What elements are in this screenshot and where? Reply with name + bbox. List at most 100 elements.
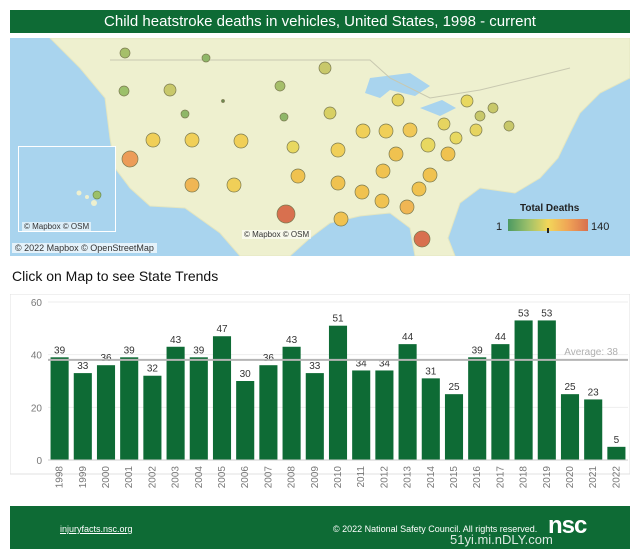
data-label: 39 xyxy=(472,345,484,356)
data-label: 39 xyxy=(193,345,205,356)
bar[interactable] xyxy=(120,357,139,460)
state-bubble[interactable] xyxy=(221,99,225,103)
bar[interactable] xyxy=(259,365,278,460)
state-bubble[interactable] xyxy=(474,110,486,122)
state-bubble[interactable] xyxy=(201,53,211,63)
x-tick-label: 2005 xyxy=(217,466,228,489)
footer-link[interactable]: injuryfacts.nsc.org xyxy=(60,524,133,534)
y-tick-label: 20 xyxy=(31,403,43,414)
bar[interactable] xyxy=(444,394,464,460)
state-bubble[interactable] xyxy=(399,199,415,215)
footer-copyright: © 2022 National Safety Council. All righ… xyxy=(333,524,538,534)
state-bubble[interactable] xyxy=(460,94,474,108)
nsc-logo: nsc xyxy=(548,512,587,539)
bar[interactable] xyxy=(305,373,324,460)
state-bubble[interactable] xyxy=(355,123,371,139)
state-bubble[interactable] xyxy=(413,230,431,248)
data-label: 53 xyxy=(541,308,553,319)
bar[interactable] xyxy=(560,394,580,460)
bar[interactable] xyxy=(352,370,371,460)
bar[interactable] xyxy=(236,381,255,460)
data-label: 51 xyxy=(332,314,344,325)
x-tick-label: 2000 xyxy=(101,466,112,489)
state-bubble[interactable] xyxy=(119,47,131,59)
state-bubbles[interactable] xyxy=(118,47,515,248)
watermark: 51yi.mi.nDLY.com xyxy=(450,532,553,547)
bar[interactable] xyxy=(282,346,301,460)
map-canvas[interactable] xyxy=(10,38,630,256)
bar[interactable] xyxy=(421,378,440,460)
bar[interactable] xyxy=(328,325,348,460)
bar-chart[interactable]: 0 20 40 60 39 1998 33 1999 36 2000 39 2001 32 2002 43 2… xyxy=(10,294,630,500)
state-bubble[interactable] xyxy=(163,83,177,97)
state-bubble[interactable] xyxy=(487,102,499,114)
state-bubble[interactable] xyxy=(503,120,515,132)
bar[interactable] xyxy=(398,344,417,460)
great-lakes xyxy=(365,73,430,98)
bar[interactable] xyxy=(73,373,92,460)
state-map[interactable]: © Mapbox © OSM © Mapbox © OSM © 2022 Map… xyxy=(10,38,630,256)
bar[interactable] xyxy=(537,320,556,460)
state-bubble[interactable] xyxy=(276,204,296,224)
state-bubble[interactable] xyxy=(318,61,332,75)
data-label: 31 xyxy=(425,366,437,377)
bar[interactable] xyxy=(468,357,487,460)
state-bubble-hawaii[interactable] xyxy=(92,190,102,200)
state-bubble[interactable] xyxy=(118,85,130,97)
state-bubble[interactable] xyxy=(290,168,306,184)
data-label: 33 xyxy=(77,361,89,372)
state-bubble[interactable] xyxy=(286,140,300,154)
state-bubble[interactable] xyxy=(388,146,404,162)
state-bubble[interactable] xyxy=(274,80,286,92)
bar[interactable] xyxy=(212,336,232,460)
x-tick-label: 2017 xyxy=(495,466,506,489)
data-label: 34 xyxy=(379,358,391,369)
state-bubble[interactable] xyxy=(374,193,390,209)
state-bubble[interactable] xyxy=(330,175,346,191)
x-tick-label: 2010 xyxy=(333,466,344,489)
bar[interactable] xyxy=(143,375,162,460)
state-bubble[interactable] xyxy=(378,123,394,139)
state-bubble[interactable] xyxy=(411,181,427,197)
state-bubble[interactable] xyxy=(391,93,405,107)
state-bubble[interactable] xyxy=(233,133,249,149)
state-bubble[interactable] xyxy=(121,150,139,168)
state-bubble[interactable] xyxy=(354,184,370,200)
map-copyright: © 2022 Mapbox © OpenStreetMap xyxy=(12,243,157,253)
state-bubble[interactable] xyxy=(145,132,161,148)
state-bubble[interactable] xyxy=(184,177,200,193)
bar[interactable] xyxy=(189,357,208,460)
state-bubble[interactable] xyxy=(323,106,337,120)
x-tick-label: 2013 xyxy=(403,466,414,489)
state-bubble[interactable] xyxy=(279,112,289,122)
state-bubble[interactable] xyxy=(330,142,346,158)
state-bubble[interactable] xyxy=(180,109,190,119)
bar[interactable] xyxy=(50,357,69,460)
legend-title: Total Deaths xyxy=(520,203,580,214)
state-bubble[interactable] xyxy=(333,211,349,227)
state-bubble[interactable] xyxy=(420,137,436,153)
x-tick-label: 2006 xyxy=(240,466,251,489)
bar[interactable] xyxy=(607,446,626,460)
y-tick-label: 40 xyxy=(31,351,43,362)
map-instruction: Click on Map to see State Trends xyxy=(12,268,219,284)
state-bubble[interactable] xyxy=(437,117,451,131)
state-bubble[interactable] xyxy=(226,177,242,193)
bar[interactable] xyxy=(166,346,185,460)
state-bubble[interactable] xyxy=(469,123,483,137)
bar[interactable] xyxy=(96,365,116,460)
state-bubble[interactable] xyxy=(375,163,391,179)
bar[interactable] xyxy=(375,370,394,460)
data-label: 36 xyxy=(263,353,275,364)
bar[interactable] xyxy=(514,320,533,460)
border-line xyxy=(110,59,571,99)
state-bubble[interactable] xyxy=(402,122,418,138)
state-bubble[interactable] xyxy=(449,131,463,145)
bar[interactable] xyxy=(491,344,510,460)
state-bubble[interactable] xyxy=(422,167,438,183)
bar[interactable] xyxy=(584,399,603,460)
state-bubble[interactable] xyxy=(184,132,200,148)
state-bubble[interactable] xyxy=(440,146,456,162)
hawaii-alaska-inset[interactable] xyxy=(18,146,116,232)
y-tick-label: 0 xyxy=(36,456,42,467)
